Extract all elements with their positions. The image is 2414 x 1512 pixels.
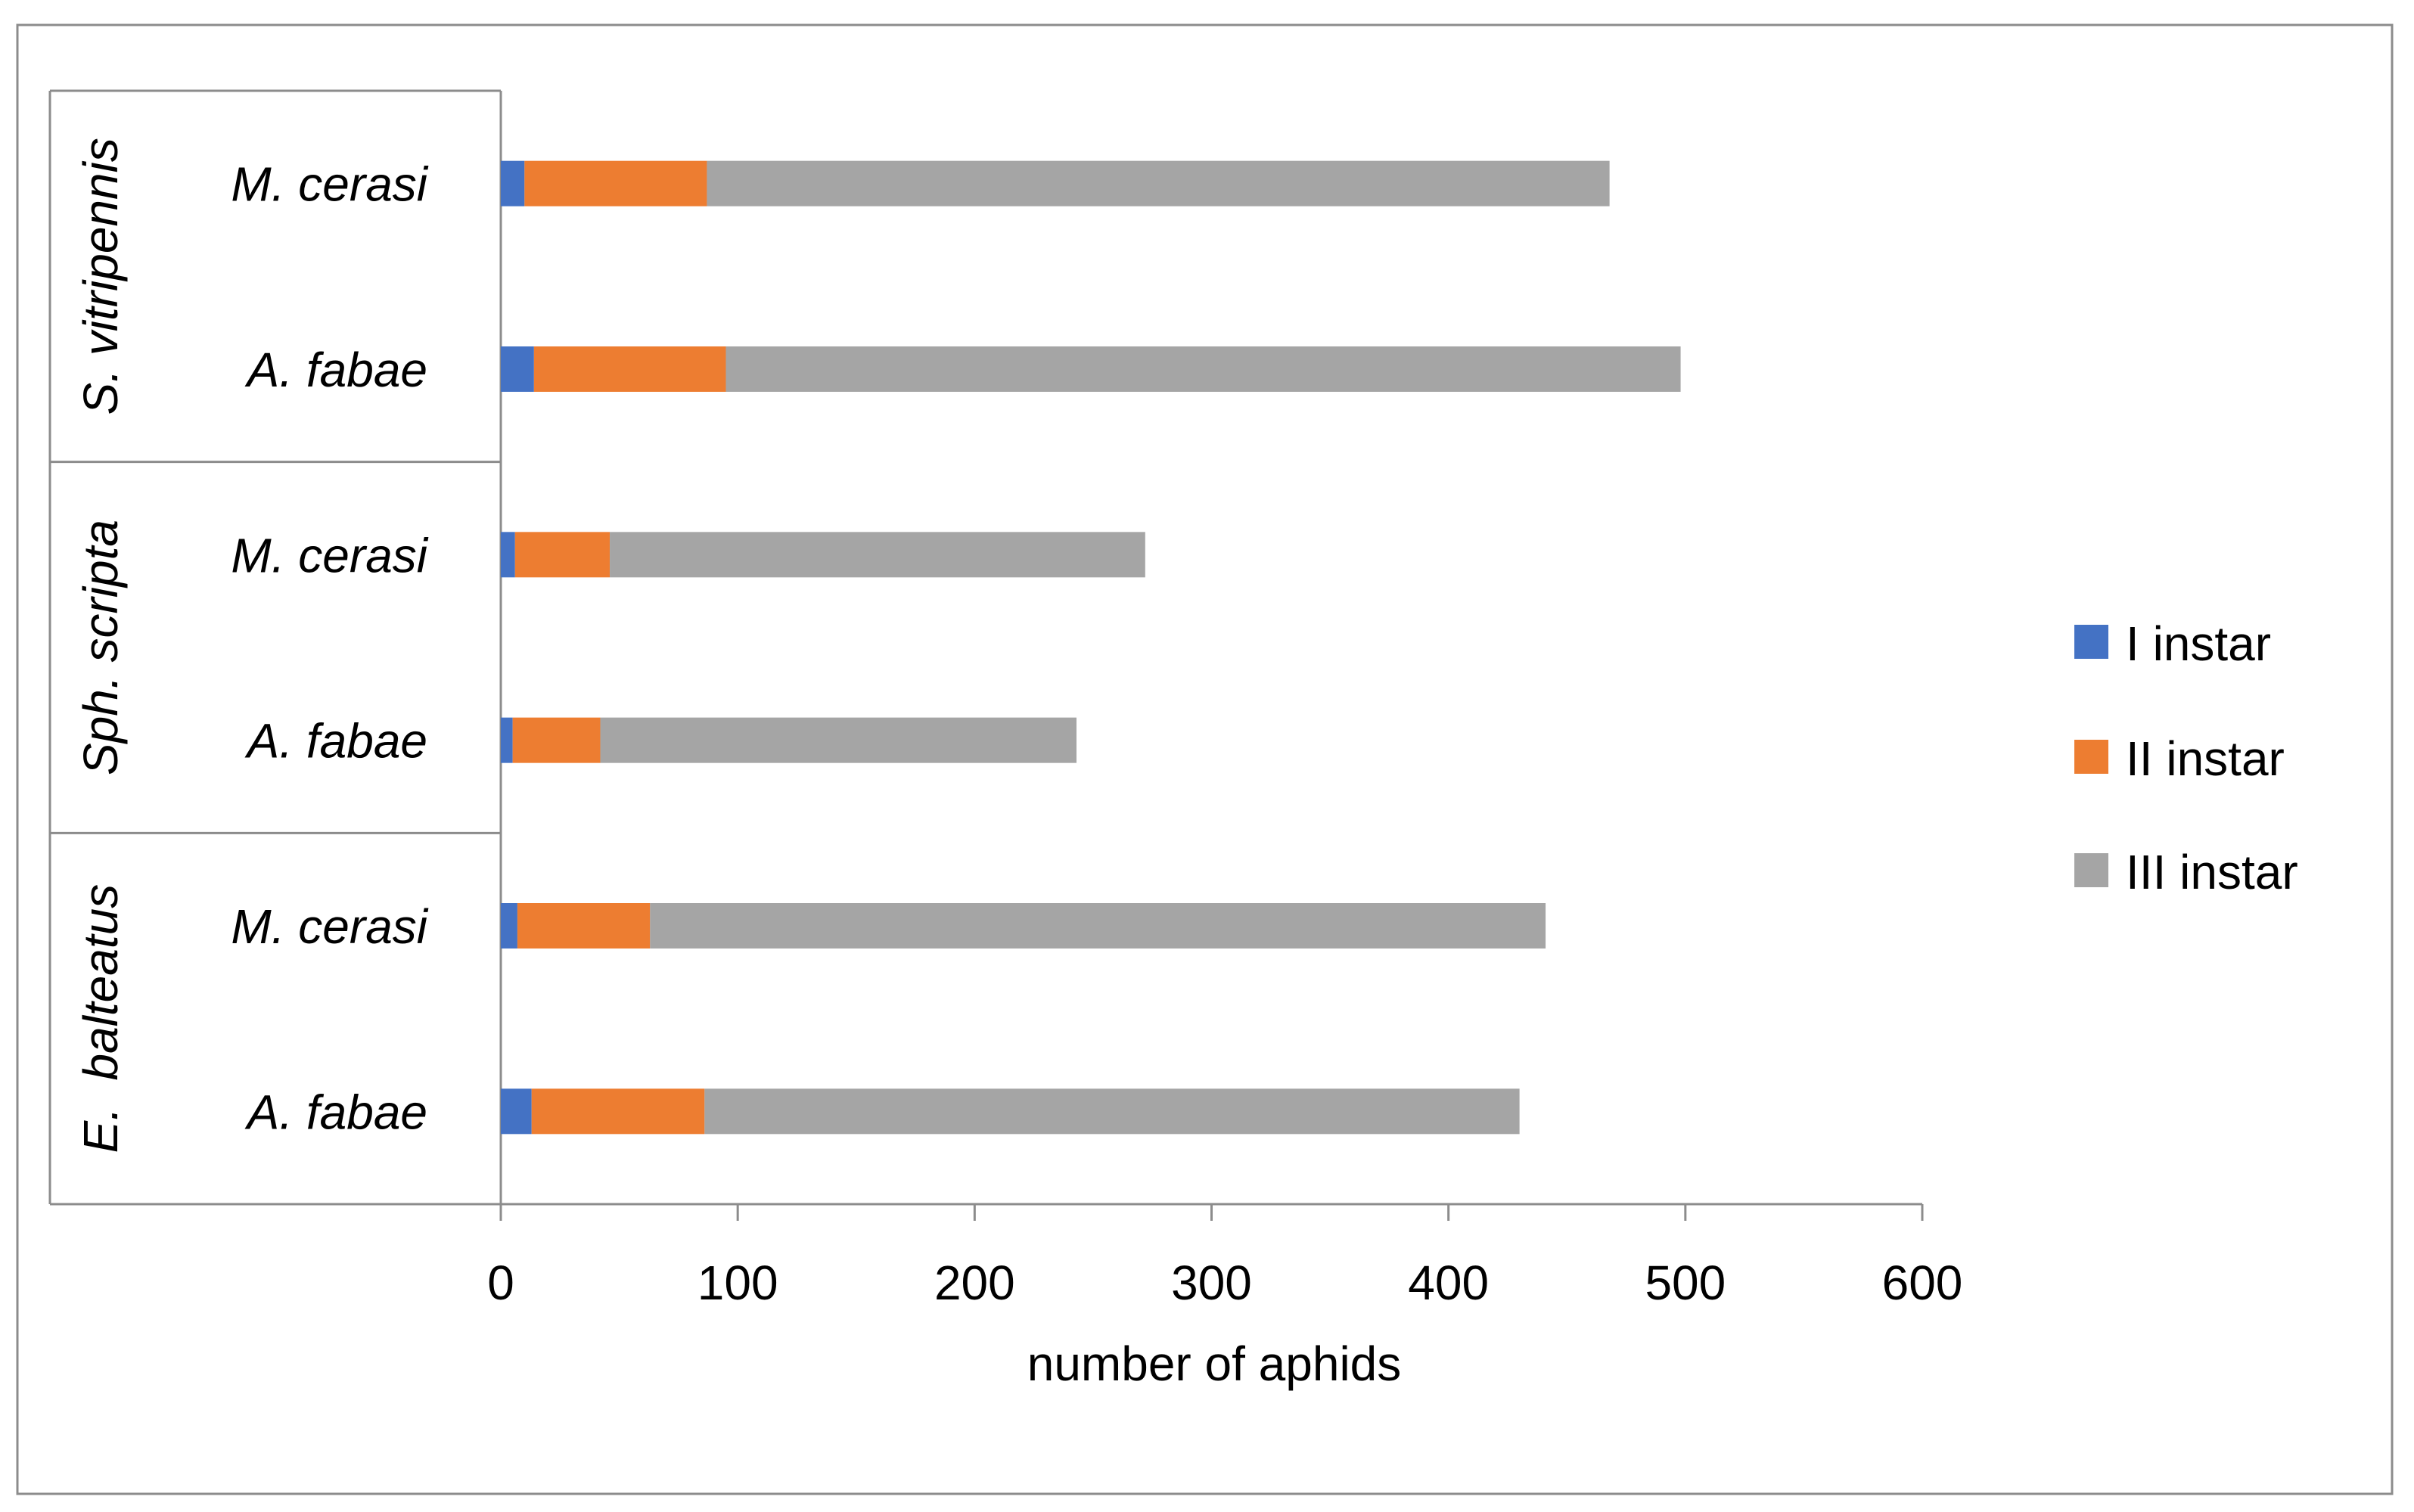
bar-segment	[707, 160, 1610, 206]
group-labels: E. balteatus Sph. scripta S. vitripennis	[73, 138, 128, 1153]
bar-segment	[501, 532, 515, 578]
bar-segment	[501, 160, 525, 206]
category-label: A. fabae	[244, 714, 427, 768]
legend-label: II instar	[2126, 731, 2285, 786]
x-tick-label: 400	[1408, 1256, 1489, 1310]
bar-segment	[610, 532, 1145, 578]
legend: I instar II instar III instar	[2074, 616, 2298, 899]
legend-swatch	[2074, 625, 2108, 659]
bar-segment	[514, 532, 610, 578]
bar-segment	[650, 903, 1546, 948]
legend-swatch	[2074, 740, 2108, 774]
group-label: E. balteatus	[73, 884, 128, 1153]
x-tick-label: 600	[1882, 1256, 1963, 1310]
legend-label: I instar	[2126, 616, 2271, 671]
bar-segment	[533, 346, 726, 392]
category-label: M. cerasi	[231, 528, 428, 582]
category-labels: A. fabae M. cerasi A. fabae M. cerasi A. fab…	[231, 157, 428, 1140]
chart-border	[16, 23, 2394, 1495]
bar-segment	[512, 717, 601, 763]
x-tick-label: 0	[487, 1256, 514, 1310]
group-label: S. vitripennis	[73, 138, 128, 414]
x-tick-label: 200	[934, 1256, 1015, 1310]
x-tick-label: 300	[1171, 1256, 1252, 1310]
category-label: M. cerasi	[231, 157, 428, 212]
legend-swatch	[2074, 853, 2108, 887]
group-label: Sph. scripta	[73, 520, 128, 775]
bar-segment	[501, 1088, 532, 1135]
bars	[501, 160, 1681, 1135]
bar-segment	[501, 346, 534, 392]
bar-segment	[501, 717, 513, 763]
group-axis-structure	[48, 89, 1922, 1206]
category-label: M. cerasi	[231, 899, 428, 954]
bar-segment	[531, 1088, 705, 1135]
category-label: A. fabae	[244, 1085, 427, 1139]
bar-segment	[725, 346, 1681, 392]
x-axis-title: number of aphids	[1027, 1337, 1402, 1391]
bar-segment	[600, 717, 1077, 763]
x-axis-ticks: 0 100 200 300 400 500 600	[487, 1204, 1962, 1310]
bar-segment	[501, 903, 517, 948]
legend-label: III instar	[2126, 845, 2298, 899]
bar-segment	[704, 1088, 1520, 1135]
category-label: A. fabae	[244, 343, 427, 397]
x-tick-label: 100	[697, 1256, 778, 1310]
bar-segment	[517, 903, 651, 948]
bar-segment	[524, 160, 707, 206]
x-tick-label: 500	[1645, 1256, 1726, 1310]
